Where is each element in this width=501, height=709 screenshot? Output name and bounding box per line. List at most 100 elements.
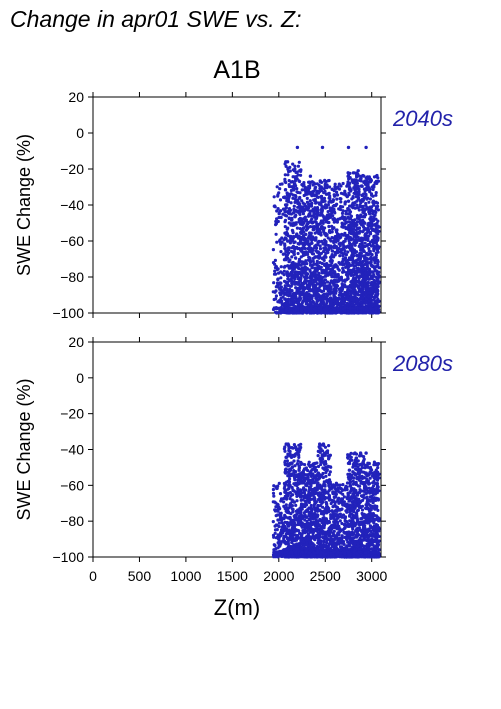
data-point [283, 242, 287, 246]
data-point [287, 170, 291, 174]
y-tick-label: −60 [60, 477, 84, 493]
data-point [335, 279, 339, 283]
data-point [370, 298, 374, 302]
data-point [374, 227, 378, 231]
data-point [357, 238, 361, 242]
data-point [299, 173, 303, 177]
data-point [355, 270, 360, 274]
data-point [332, 296, 336, 300]
data-point [292, 309, 297, 313]
data-point [304, 241, 308, 246]
data-point [279, 514, 283, 518]
data-point [310, 249, 314, 253]
data-point [285, 301, 289, 306]
data-point [287, 221, 291, 225]
data-point [341, 263, 345, 267]
data-point [355, 199, 359, 203]
data-point [278, 300, 282, 304]
data-point [285, 497, 289, 501]
data-point [283, 177, 287, 181]
data-point [284, 467, 288, 471]
data-point [318, 231, 323, 235]
data-point [290, 554, 294, 558]
data-point [369, 177, 373, 181]
data-point [304, 477, 308, 481]
data-point [326, 210, 330, 214]
data-point [351, 181, 355, 185]
data-point [290, 550, 294, 554]
data-point [310, 463, 314, 467]
data-point [291, 500, 296, 504]
data-point [290, 261, 294, 265]
data-point [348, 243, 352, 247]
data-point [313, 288, 318, 292]
data-point [286, 173, 290, 177]
data-point [301, 230, 305, 234]
data-point [310, 190, 314, 194]
data-point [310, 276, 314, 280]
data-point [375, 271, 379, 275]
data-point [369, 307, 373, 311]
data-point [363, 189, 367, 193]
data-point [292, 443, 296, 447]
data-point [325, 292, 329, 296]
data-point [296, 534, 300, 538]
data-point [293, 446, 298, 450]
data-point [318, 298, 322, 302]
data-point [291, 235, 295, 239]
data-point [356, 258, 360, 262]
data-point [293, 282, 297, 286]
data-point [319, 265, 323, 269]
data-point [288, 258, 292, 262]
data-point [296, 282, 300, 286]
data-point [376, 260, 380, 264]
data-point [339, 191, 343, 195]
data-point [346, 250, 350, 254]
data-point [284, 180, 288, 185]
data-point [377, 280, 381, 284]
data-point [284, 188, 288, 192]
data-point [324, 274, 328, 278]
data-point [325, 233, 329, 237]
data-point [311, 259, 315, 263]
data-point [339, 200, 343, 204]
data-point [321, 293, 325, 297]
data-point [305, 515, 309, 520]
data-point [341, 233, 345, 237]
data-point [327, 220, 331, 225]
data-point [274, 523, 278, 527]
data-point [325, 280, 330, 284]
data-point [299, 445, 303, 450]
data-point [340, 282, 344, 286]
data-point [273, 551, 277, 556]
data-point [338, 254, 342, 258]
data-point [307, 191, 311, 195]
data-point [306, 252, 310, 256]
data-point [341, 266, 345, 270]
data-point [357, 297, 361, 302]
data-point [319, 208, 324, 212]
data-point [375, 205, 379, 210]
data-point [272, 204, 276, 208]
data-point [291, 162, 295, 166]
data-point [369, 215, 373, 219]
data-point [288, 533, 292, 537]
data-point [278, 198, 283, 202]
data-point [283, 484, 287, 488]
data-point [299, 293, 303, 297]
data-point [368, 252, 373, 256]
data-point [371, 270, 375, 274]
data-point [296, 251, 300, 256]
data-point [335, 190, 339, 194]
data-point [307, 492, 311, 497]
data-point [302, 181, 306, 185]
data-point [301, 306, 305, 310]
data-point [322, 196, 327, 200]
data-point [298, 211, 302, 215]
y-tick-label: 0 [76, 370, 84, 386]
data-point [301, 245, 306, 249]
data-point [305, 285, 309, 289]
data-point [313, 499, 317, 503]
data-point [349, 257, 353, 261]
data-point [291, 193, 296, 197]
